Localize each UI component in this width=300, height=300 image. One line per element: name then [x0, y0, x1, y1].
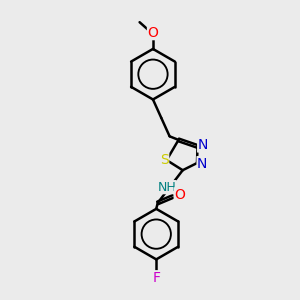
Text: O: O	[174, 188, 185, 202]
Text: S: S	[160, 153, 169, 167]
Text: N: N	[198, 138, 208, 152]
Text: NH: NH	[157, 181, 176, 194]
Text: O: O	[148, 26, 158, 40]
Text: N: N	[197, 157, 208, 171]
Text: F: F	[152, 271, 160, 285]
